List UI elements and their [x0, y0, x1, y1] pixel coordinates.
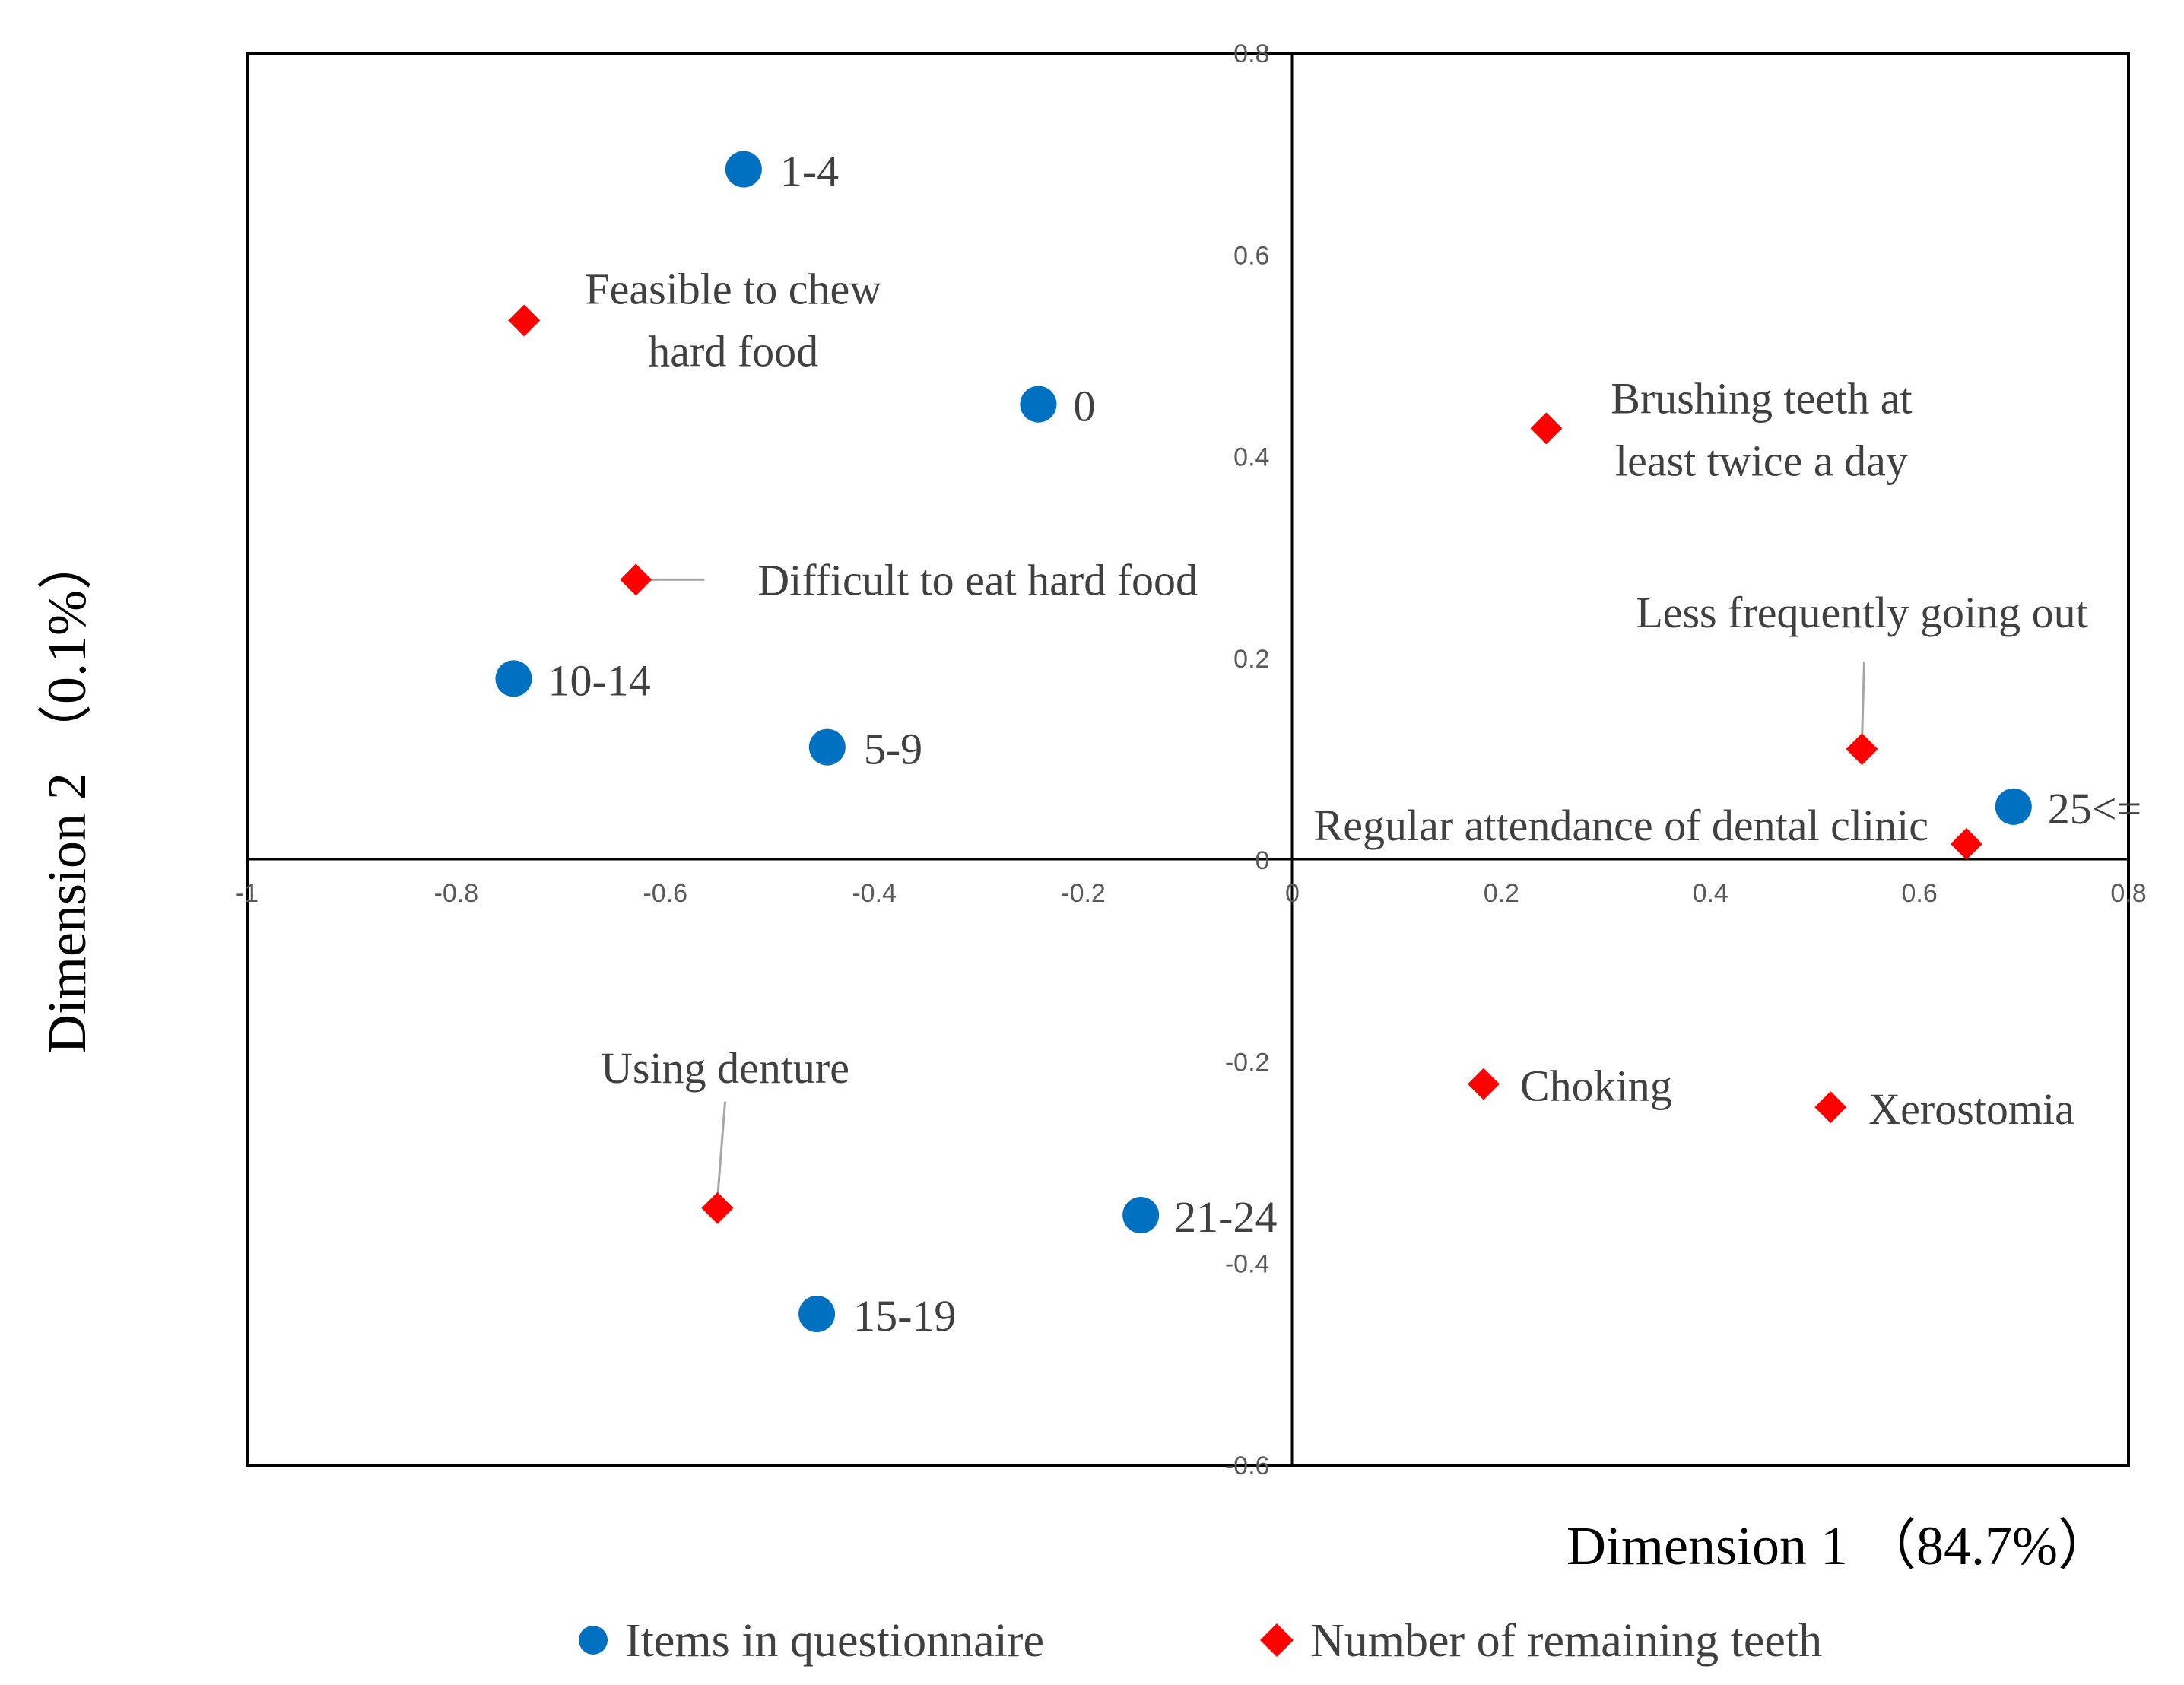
remaining-teeth-point: [1950, 827, 1982, 860]
plot-area-frame: [246, 52, 2130, 1467]
data-points: [495, 151, 2032, 1333]
remaining-teeth-point: [1814, 1091, 1847, 1124]
remaining-teeth-label: Feasible to chew hard food: [585, 265, 881, 376]
remaining-teeth-label: Using denture: [601, 1043, 849, 1093]
legend-label-items: Items in questionnaire: [625, 1615, 1044, 1667]
y-tick-label: 0.4: [1233, 443, 1269, 472]
remaining-teeth-point: [701, 1192, 734, 1224]
y-tick-label: 0: [1255, 846, 1270, 875]
remaining-teeth-label: Brushing teeth at least twice a day: [1611, 373, 1912, 485]
x-tick-label: 0.2: [1484, 879, 1519, 908]
remaining-teeth-label: Difficult to eat hard food: [757, 555, 1198, 605]
x-tick-label: 0.6: [1901, 879, 1937, 908]
remaining-teeth-label: Regular attendance of dental clinic: [1314, 801, 1928, 850]
legend-circle-marker: [579, 1626, 608, 1655]
questionnaire-item-label: 5-9: [864, 725, 922, 774]
leader-line: [716, 1101, 726, 1199]
x-tick-label: -0.8: [434, 879, 479, 908]
legend-label-remaining-teeth: Number of remaining teeth: [1310, 1615, 1822, 1667]
questionnaire-item-label: 21-24: [1174, 1192, 1277, 1242]
y-tick-label: 0.2: [1233, 645, 1269, 674]
x-tick-label: 0: [1285, 879, 1300, 908]
questionnaire-item-label: 15-19: [853, 1291, 956, 1341]
leader-line: [1861, 662, 1866, 741]
legend-diamond-marker: [1260, 1623, 1294, 1657]
questionnaire-item-label: 0: [1073, 382, 1095, 431]
questionnaire-item-point: [495, 660, 532, 697]
remaining-teeth-point: [1530, 412, 1563, 445]
questionnaire-item-label: 25<=: [2048, 784, 2141, 833]
remaining-teeth-label: Less frequently going out: [1636, 588, 2087, 637]
questionnaire-item-point: [725, 151, 762, 188]
x-tick-label: -0.2: [1061, 879, 1106, 908]
y-axis-title: Dimension 2 （0.1%）: [37, 535, 97, 1054]
point-labels: 1-4 0 10-14 5-9 25<= 21-24 15-19 Feasible to ch…: [548, 147, 2141, 1341]
y-tick-label: -0.4: [1225, 1250, 1270, 1279]
y-tick-label: -0.2: [1225, 1048, 1270, 1077]
questionnaire-item-label: 10-14: [548, 655, 650, 705]
x-tick-label: -1: [236, 879, 259, 908]
x-tick-label: -0.4: [852, 879, 897, 908]
questionnaire-item-point: [808, 728, 846, 766]
remaining-teeth-label: Choking: [1520, 1061, 1672, 1111]
questionnaire-item-point: [798, 1296, 836, 1333]
x-axis-title: Dimension 1 （84.7%）: [1567, 1515, 2113, 1576]
y-axis-tick-labels: -0.6 -0.4 -0.2 0 0.2 0.4 0.6 0.8: [1225, 40, 1270, 1480]
questionnaire-item-label: 1-4: [780, 147, 839, 196]
remaining-teeth-point: [1467, 1068, 1500, 1100]
remaining-teeth-point: [508, 304, 541, 337]
x-tick-label: -0.6: [643, 879, 687, 908]
remaining-teeth-point: [1846, 733, 1878, 766]
remaining-teeth-point: [620, 563, 652, 596]
y-tick-label: 0.6: [1233, 241, 1269, 270]
y-tick-label: 0.8: [1233, 40, 1269, 68]
y-tick-label: -0.6: [1225, 1452, 1270, 1480]
legend: Items in questionnaire Number of remaini…: [579, 1615, 1822, 1667]
questionnaire-item-point: [1995, 788, 2032, 825]
remaining-teeth-label: Xerostomia: [1868, 1084, 2074, 1134]
x-axis-tick-labels: -1 -0.8 -0.6 -0.4 -0.2 0 0.2 0.4 0.6 0.8: [236, 879, 2147, 908]
questionnaire-item-point: [1122, 1197, 1160, 1234]
x-tick-label: 0.4: [1693, 879, 1728, 908]
label-leader-lines: [645, 578, 1866, 1199]
x-tick-label: 0.8: [2110, 879, 2146, 908]
questionnaire-item-point: [1020, 386, 1057, 423]
